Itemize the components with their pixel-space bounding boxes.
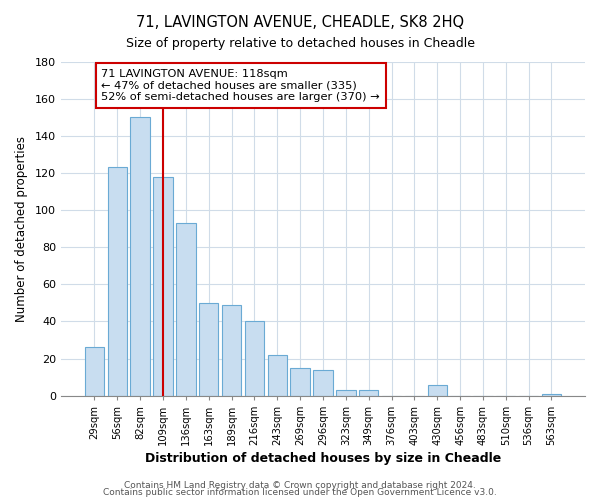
- Text: Contains HM Land Registry data © Crown copyright and database right 2024.: Contains HM Land Registry data © Crown c…: [124, 480, 476, 490]
- X-axis label: Distribution of detached houses by size in Cheadle: Distribution of detached houses by size …: [145, 452, 501, 465]
- Bar: [313, 370, 332, 396]
- Bar: [199, 303, 218, 396]
- Text: Contains public sector information licensed under the Open Government Licence v3: Contains public sector information licen…: [103, 488, 497, 497]
- Bar: [107, 168, 127, 396]
- Bar: [290, 368, 310, 396]
- Bar: [336, 390, 356, 396]
- Y-axis label: Number of detached properties: Number of detached properties: [15, 136, 28, 322]
- Bar: [130, 117, 150, 396]
- Text: 71 LAVINGTON AVENUE: 118sqm
← 47% of detached houses are smaller (335)
52% of se: 71 LAVINGTON AVENUE: 118sqm ← 47% of det…: [101, 69, 380, 102]
- Bar: [359, 390, 379, 396]
- Text: 71, LAVINGTON AVENUE, CHEADLE, SK8 2HQ: 71, LAVINGTON AVENUE, CHEADLE, SK8 2HQ: [136, 15, 464, 30]
- Bar: [154, 176, 173, 396]
- Text: Size of property relative to detached houses in Cheadle: Size of property relative to detached ho…: [125, 38, 475, 51]
- Bar: [85, 348, 104, 396]
- Bar: [245, 322, 264, 396]
- Bar: [222, 304, 241, 396]
- Bar: [176, 223, 196, 396]
- Bar: [428, 384, 447, 396]
- Bar: [542, 394, 561, 396]
- Bar: [268, 355, 287, 396]
